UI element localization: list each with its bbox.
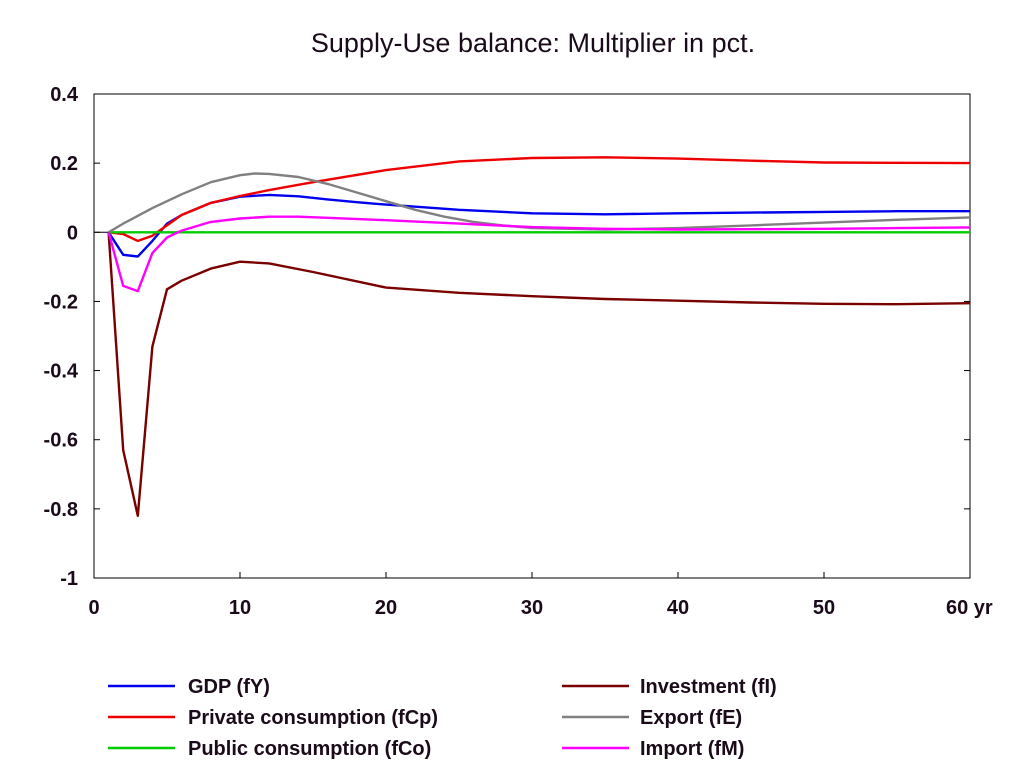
series-line-3	[107, 232, 971, 517]
series-line-4	[107, 172, 971, 234]
legend-label-2: Public consumption (fCo)	[188, 738, 431, 760]
legend-label-3: Investment (fI)	[640, 676, 777, 698]
series-line-5	[107, 215, 971, 293]
series-line-1	[108, 156, 971, 243]
y-tick-label: 0	[67, 222, 78, 244]
legend-label-5: Import (fM)	[640, 738, 744, 760]
y-tick-label: -0.4	[44, 361, 79, 383]
x-tick-label: 40	[667, 597, 689, 619]
x-tick-label: 30	[521, 597, 543, 619]
plot-frame	[93, 93, 971, 579]
x-tick-label: 0	[88, 597, 99, 619]
y-tick-label: -0.2	[44, 291, 78, 313]
legend-label-0: GDP (fY)	[188, 676, 270, 698]
x-tick-label: 50	[813, 597, 835, 619]
y-tick-label: -0.8	[44, 499, 78, 521]
x-tick-label: 20	[375, 597, 397, 619]
x-tick-label: 60 yr	[946, 597, 993, 619]
legend: GDP (fY) Private consumption (fCp) Public …	[108, 676, 777, 760]
chart-title: Supply-Use balance: Multiplier in pct.	[311, 28, 755, 58]
x-tick-label: 10	[229, 597, 251, 619]
legend-label-1: Private consumption (fCp)	[188, 707, 438, 729]
series-line-0	[107, 193, 970, 258]
plot-area-border	[93, 93, 971, 579]
legend-label-4: Export (fE)	[640, 707, 742, 729]
y-axis: 0.4 0.2 0 -0.2 -0.4 -0.6 -0.8 -1	[44, 84, 970, 590]
x-axis: 0 10 20 30 40 50 60 yr	[88, 572, 993, 619]
series-lines	[107, 156, 971, 517]
y-tick-label: 0.4	[50, 84, 79, 106]
y-tick-label: -1	[60, 568, 78, 590]
y-tick-label: 0.2	[50, 153, 78, 175]
y-tick-label: -0.6	[44, 430, 78, 452]
